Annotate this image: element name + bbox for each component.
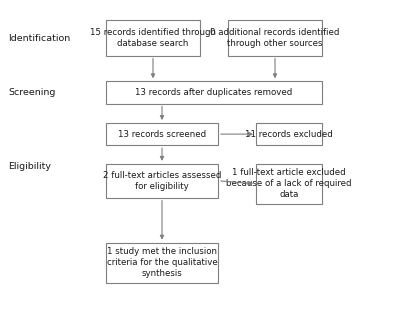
FancyBboxPatch shape [106, 164, 218, 198]
FancyBboxPatch shape [106, 123, 218, 145]
Text: Identification: Identification [8, 33, 70, 43]
Text: 1 full-text article excluded
because of a lack of required
data: 1 full-text article excluded because of … [226, 168, 352, 199]
Text: Eligibility: Eligibility [8, 162, 51, 171]
FancyBboxPatch shape [106, 81, 322, 104]
Text: Screening: Screening [8, 88, 55, 97]
FancyBboxPatch shape [106, 20, 200, 56]
Text: 13 records after duplicates removed: 13 records after duplicates removed [135, 88, 293, 97]
FancyBboxPatch shape [228, 20, 322, 56]
Text: 1 study met the inclusion
criteria for the qualitative
synthesis: 1 study met the inclusion criteria for t… [107, 247, 217, 278]
Text: 2 full-text articles assessed
for eligibility: 2 full-text articles assessed for eligib… [103, 171, 221, 191]
FancyBboxPatch shape [106, 243, 218, 283]
Text: 13 records screened: 13 records screened [118, 129, 206, 139]
FancyBboxPatch shape [256, 164, 322, 204]
Text: 0 additional records identified
through other sources: 0 additional records identified through … [210, 28, 340, 48]
Text: 11 records excluded: 11 records excluded [245, 129, 333, 139]
FancyBboxPatch shape [256, 123, 322, 145]
Text: 15 records identified through
database search: 15 records identified through database s… [90, 28, 216, 48]
